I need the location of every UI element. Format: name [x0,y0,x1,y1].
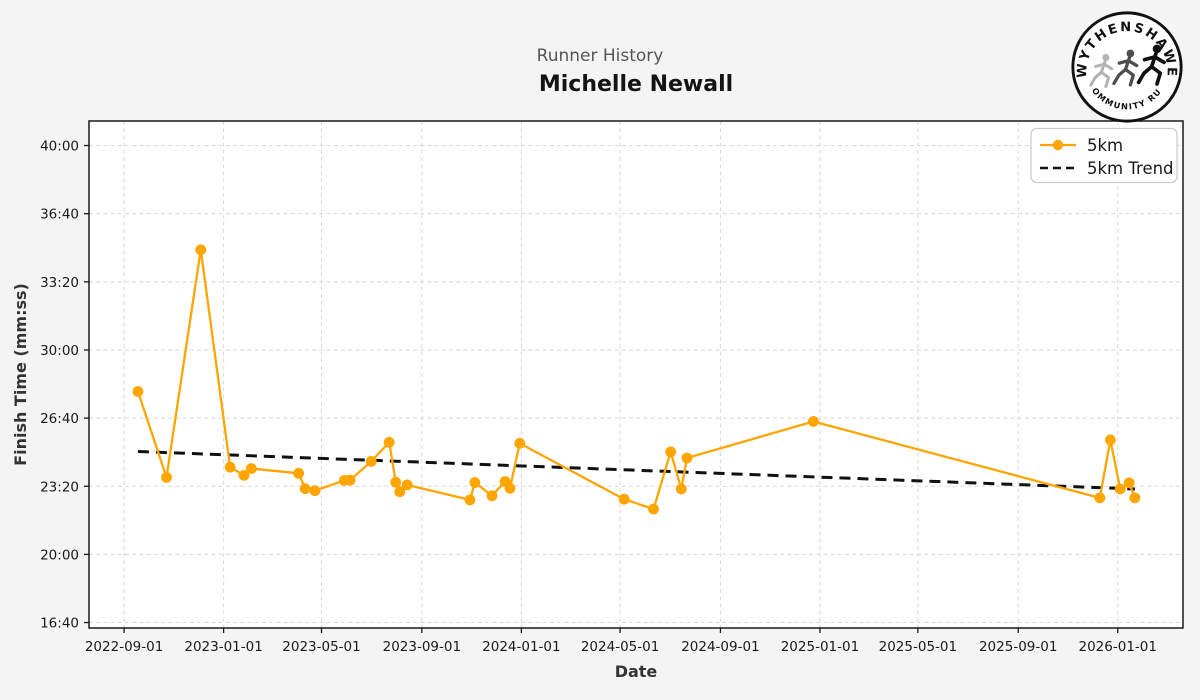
data-point [383,436,395,448]
x-tick-label: 2024-01-01 [482,639,560,655]
y-axis-ticks [84,144,89,624]
x-tick-label: 2023-05-01 [282,639,360,655]
legend-item-5km: 5km [1087,136,1123,155]
plot-background [89,121,1183,628]
data-point [195,244,207,256]
legend-item-5km-trend: 5km Trend [1087,159,1174,178]
data-point [618,493,630,505]
data-point [648,503,659,515]
wythenshawe-logo: WYTHENSHAWE COMMUNITY RUN [1069,9,1183,123]
data-point [681,452,693,464]
data-point [245,463,257,474]
data-point [132,386,144,397]
legend-marker-sample [1052,139,1064,151]
data-point [161,471,172,483]
data-point [390,476,402,488]
data-point [469,477,481,488]
x-tick-label: 2025-01-01 [781,639,859,655]
data-point [464,494,476,506]
data-point [401,479,413,491]
x-tick-label: 2022-09-01 [85,639,163,655]
page-title: Michelle Newall [538,72,734,97]
gridlines [89,121,1183,628]
data-point [1094,492,1106,504]
x-tick-label: 2023-09-01 [383,639,461,655]
data-point [394,486,406,498]
data-point [808,416,819,427]
data-point [309,485,321,497]
data-point [224,461,236,473]
x-tick-label: 2023-01-01 [184,639,262,655]
x-tick-label: 2024-05-01 [581,639,659,655]
data-point [665,446,677,458]
data-point [1123,477,1135,489]
y-tick-label: 16:40 [40,616,79,632]
y-tick-label: 33:20 [40,275,79,291]
y-tick-label: 26:40 [40,411,79,427]
data-point [238,469,250,481]
x-tick-label: 2025-09-01 [979,639,1057,655]
data-point [504,482,516,494]
trend-line [137,450,1135,491]
data-point [675,483,687,495]
y-tick-label: 20:00 [40,547,79,563]
data-point [293,467,305,479]
data-point [514,437,526,449]
y-tick-label: 40:00 [40,139,79,155]
y-tick-label: 36:40 [40,207,79,223]
x-tick-label: 2024-09-01 [681,639,759,655]
x-axis-ticks [123,628,1119,633]
data-point [365,455,377,467]
chart-subtitle: Runner History [536,46,664,66]
data-points [132,244,1141,515]
x-axis-label: Date [615,662,658,681]
x-tick-label: 2026-01-01 [1079,639,1157,655]
plot-border [88,120,1184,629]
data-point [1129,492,1141,504]
data-point [486,490,498,502]
data-point [1104,434,1116,446]
legend: 5km 5km Trend [1030,127,1178,184]
x-tick-label: 2025-05-01 [879,639,957,655]
data-point [344,474,356,486]
data-point [299,483,311,495]
data-point [1114,483,1126,495]
y-axis-label: Finish Time (mm:ss) [11,283,30,466]
y-tick-label: 23:20 [40,479,79,495]
y-tick-label: 30:00 [40,343,79,359]
